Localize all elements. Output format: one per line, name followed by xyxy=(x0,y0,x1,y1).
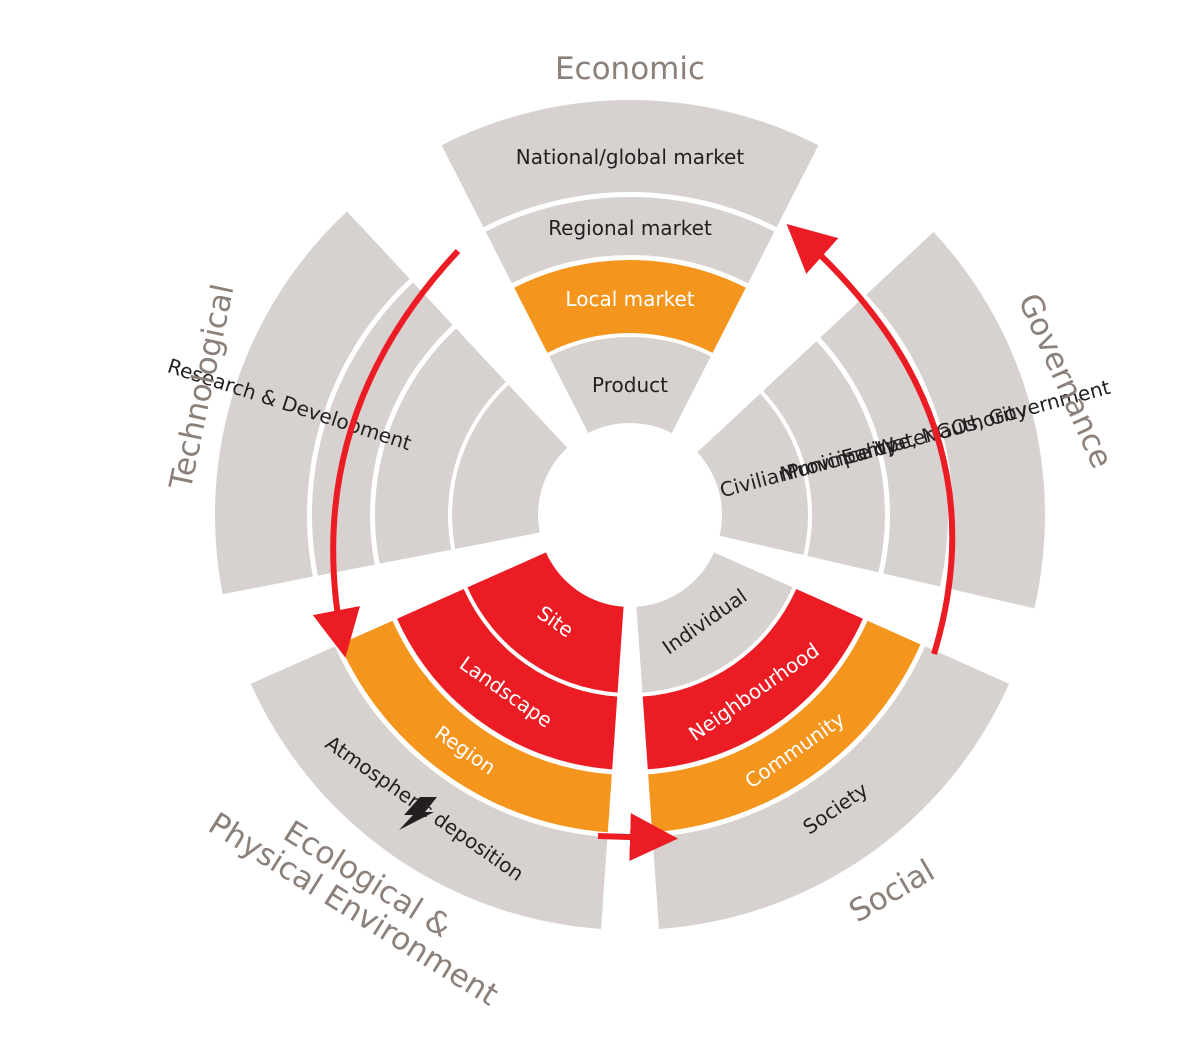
label-economic-ring-4: National/global market xyxy=(516,145,745,169)
label-economic-ring-2: Local market xyxy=(565,287,694,311)
arrow-social-to-economic xyxy=(786,223,956,655)
segment-social-ring-2 xyxy=(642,589,863,770)
segment-governance-ring-3 xyxy=(820,298,949,587)
category-economic: Economic xyxy=(555,51,705,87)
arrow-economic-to-ecological xyxy=(312,248,461,658)
segment-technological-ring-4 xyxy=(214,211,410,595)
lightning-bolt-icon xyxy=(399,797,437,830)
label-economic-ring-1: Product xyxy=(592,373,668,397)
wheel-segments xyxy=(214,99,1045,929)
arrow-ecological-to-social xyxy=(597,813,678,862)
segment-governance-ring-1 xyxy=(697,393,809,556)
segment-ecological-ring-4 xyxy=(250,646,608,929)
segment-social-ring-3 xyxy=(648,620,921,833)
segment-economic-ring-1 xyxy=(549,336,711,434)
segment-economic-ring-3 xyxy=(485,196,775,284)
category-social: Social xyxy=(843,853,941,930)
segment-social-ring-4 xyxy=(652,646,1010,929)
flow-arrows xyxy=(312,223,956,862)
segment-ecological-ring-1 xyxy=(467,552,624,693)
segment-technological-ring-2 xyxy=(375,328,506,564)
segment-governance-ring-2 xyxy=(763,341,885,573)
segment-social-ring-1 xyxy=(636,552,793,693)
segment-economic-ring-2 xyxy=(514,259,746,353)
segment-ecological-ring-3 xyxy=(339,620,612,833)
segment-technological-ring-1 xyxy=(451,384,568,549)
segment-ecological-ring-2 xyxy=(397,589,618,770)
segment-technological-ring-3 xyxy=(311,282,453,576)
segment-governance-ring-4 xyxy=(866,231,1045,609)
segment-economic-ring-4 xyxy=(441,99,819,228)
label-economic-ring-3: Regional market xyxy=(548,216,712,240)
